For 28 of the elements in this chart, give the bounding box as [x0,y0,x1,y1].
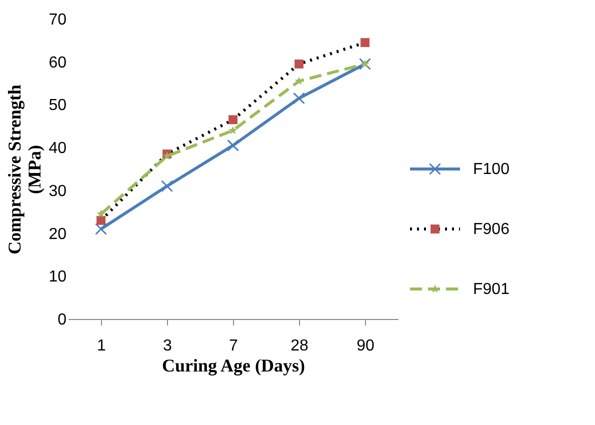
legend-label: F906 [473,221,510,238]
point [228,115,238,124]
x-tick-label: 28 [290,338,308,354]
point [96,210,106,218]
x-tick-label: 3 [163,338,172,354]
point [294,60,304,68]
y-tick-label: 40 [48,140,67,158]
legend-label: F901 [473,281,510,298]
x-tick-label: 90 [356,338,374,354]
y-tick-label: 20 [48,226,67,243]
point [293,92,305,104]
y-tick-label: 0 [58,312,67,328]
point [360,38,370,48]
x-tick-label: 7 [229,338,238,354]
point [95,223,107,235]
y-tick-label: 70 [48,12,67,28]
point [228,126,238,134]
y-tick-label: 10 [48,268,67,286]
x-tick-label: 1 [97,338,106,354]
point [161,180,173,192]
y-tick-label: 60 [48,54,67,72]
y-axis-title: Compressive Strength (MPa) [4,84,45,254]
point [96,216,106,225]
point [227,139,239,152]
y-tick-label: 30 [48,182,67,200]
y-tick-label: 50 [48,97,67,114]
x-axis-title: Curing Age (Days) [162,356,306,376]
legend-label: F100 [473,161,510,178]
